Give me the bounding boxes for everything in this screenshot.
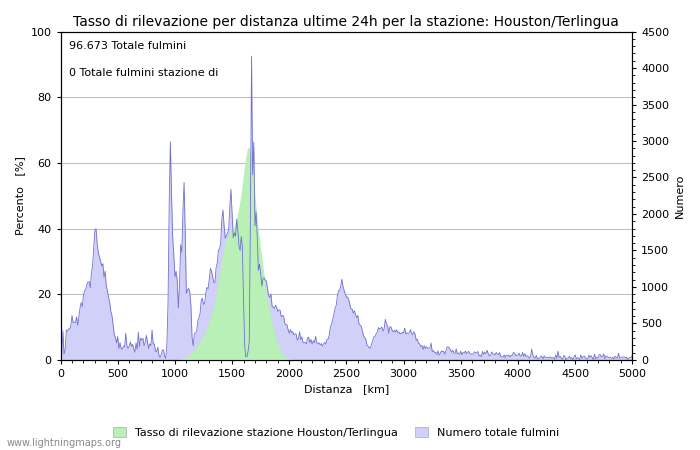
Y-axis label: Numero: Numero <box>675 174 685 218</box>
Text: 0 Totale fulmini stazione di: 0 Totale fulmini stazione di <box>69 68 218 78</box>
Legend: Tasso di rilevazione stazione Houston/Terlingua, Numero totale fulmini: Tasso di rilevazione stazione Houston/Te… <box>108 423 564 442</box>
Y-axis label: Percento   [%]: Percento [%] <box>15 156 25 235</box>
X-axis label: Distanza   [km]: Distanza [km] <box>304 384 389 395</box>
Text: 96.673 Totale fulmini: 96.673 Totale fulmini <box>69 41 186 51</box>
Text: www.lightningmaps.org: www.lightningmaps.org <box>7 438 122 448</box>
Title: Tasso di rilevazione per distanza ultime 24h per la stazione: Houston/Terlingua: Tasso di rilevazione per distanza ultime… <box>74 15 620 29</box>
